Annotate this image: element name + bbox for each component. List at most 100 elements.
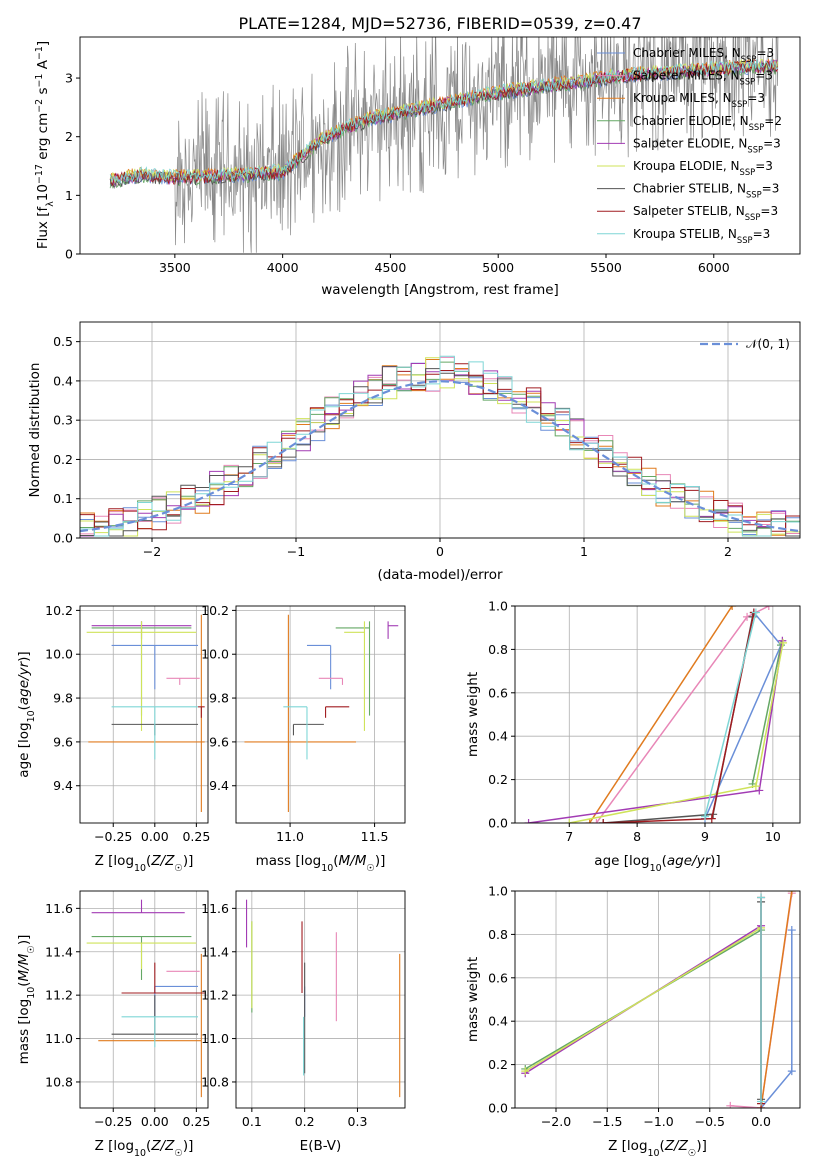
x-tick-label: 4000 <box>267 260 299 275</box>
legend: Chabrier MILES, NSSP=3 Salpeter MILES, NS… <box>597 46 782 245</box>
y-tick-label: 9.4 <box>53 778 73 793</box>
figure-title: PLATE=1284, MJD=52736, FIBERID=0539, z=0… <box>238 14 641 33</box>
y-tick-label: 9.6 <box>53 734 73 749</box>
errorbar-kroupa-miles <box>244 614 356 813</box>
legend-entry: Kroupa ELODIE, NSSP=3 <box>633 159 773 177</box>
panel-age-vs-z: −0.25 0.00 0.25 9.4 9.6 9.8 10.0 10.2 Z [log10(Z… <box>16 603 210 874</box>
y-tick-label: 11.0 <box>45 1031 73 1046</box>
errorbar-chabrier-elodie <box>335 621 371 716</box>
y-tick-label: 10.8 <box>201 1074 229 1089</box>
y-axis-label: mass weight <box>465 672 481 757</box>
y-tick-label: 0.5 <box>53 334 73 349</box>
errorbar-kroupa-stelib <box>111 706 199 760</box>
errorbar-chabrier-miles <box>111 644 199 690</box>
y-tick-label: 0 <box>65 247 73 262</box>
plot-area <box>244 614 399 813</box>
errorbar-chabrier-miles <box>306 644 332 690</box>
x-tick-label: 0.3 <box>348 1114 368 1129</box>
y-tick-label: 9.4 <box>209 778 229 793</box>
weight-marker <box>757 893 766 902</box>
x-tick-label: 8 <box>633 829 641 844</box>
y-tick-label: 10.0 <box>201 647 229 662</box>
weight-marker <box>599 819 608 823</box>
legend-entry: Chabrier MILES, NSSP=3 <box>633 46 774 64</box>
errorbar-kroupa-miles <box>98 953 202 1098</box>
y-tick-label: 10.2 <box>45 603 73 618</box>
y-tick-label: 1.0 <box>488 599 508 614</box>
errorbar-kroupa-stelib <box>283 706 308 760</box>
x-tick-label: −1.0 <box>643 1114 673 1129</box>
y-tick-label: 10.0 <box>45 647 73 662</box>
weight-marker <box>707 814 716 823</box>
errorbar-salpeter-stelib <box>121 962 205 994</box>
errorbar-kroupa-elodie <box>86 942 197 970</box>
weight-marker <box>757 1097 766 1106</box>
errorbar-kroupa-elodie <box>344 621 365 731</box>
y-tick-label: 11.6 <box>45 901 73 916</box>
y-tick-label: 0.2 <box>488 772 508 787</box>
weight-marker <box>751 782 760 791</box>
x-tick-label: 7 <box>565 829 573 844</box>
x-tick-label: 0.25 <box>182 829 210 844</box>
weight-marker <box>755 786 764 795</box>
axes-frame <box>79 890 209 1109</box>
x-axis-label: Z [log10(Z/Z☉)] <box>95 1138 194 1159</box>
y-tick-label: 0.0 <box>53 531 73 546</box>
weight-marker <box>787 926 796 935</box>
y-tick-label: 0.8 <box>488 642 508 657</box>
y-tick-label: 11.2 <box>201 988 229 1003</box>
y-axis-label: mass [log10(M/M☉)] <box>16 935 37 1065</box>
y-tick-label: 9.8 <box>53 691 73 706</box>
x-tick-label: −1 <box>287 544 305 559</box>
panel-weight-vs-age: 7 8 9 10 0.0 0.2 0.4 0.6 0.8 1.0 age [log10(age/yr… <box>465 599 801 874</box>
x-tick-label: 11.5 <box>361 829 389 844</box>
y-tick-label: 10.8 <box>45 1074 73 1089</box>
weight-marker <box>524 819 533 823</box>
y-tick-label: 0.2 <box>488 1057 508 1072</box>
plot-area <box>524 606 788 823</box>
weight-line-salpeter-elodie <box>528 640 784 823</box>
y-tick-label: 0.0 <box>488 816 508 831</box>
y-tick-label: 3 <box>65 71 73 86</box>
legend-entry: Salpeter MILES, NSSP=3 <box>633 69 773 87</box>
axes-frame <box>235 890 406 1109</box>
y-tick-label: 0.8 <box>488 927 508 942</box>
y-tick-label: 1 <box>65 188 73 203</box>
x-tick-label: −0.25 <box>94 1114 132 1129</box>
weight-marker <box>779 638 788 647</box>
x-axis-label: mass [log10(M/M☉)] <box>256 853 386 874</box>
errorbar-chabrier-stelib <box>292 723 324 736</box>
x-tick-label: 0.00 <box>141 1114 169 1129</box>
x-tick-label: 4500 <box>375 260 407 275</box>
x-tick-label: −0.25 <box>94 829 132 844</box>
x-tick-label: −2 <box>143 544 161 559</box>
x-tick-label: 1 <box>580 544 588 559</box>
weight-marker <box>521 1067 530 1076</box>
errorbar-salpeter-stelib <box>198 706 205 718</box>
errorbar-chabrier-miles <box>154 985 199 1017</box>
x-tick-label: 9 <box>701 829 709 844</box>
weight-marker <box>728 606 737 610</box>
weight-marker <box>592 819 601 823</box>
weight-line-kroupa-stelib <box>704 612 757 817</box>
y-tick-label: 0.1 <box>53 491 73 506</box>
panel-age-vs-mass: 11.0 11.5 9.4 9.6 9.8 10.0 10.2 mass [log10(M/M… <box>201 603 406 874</box>
panel-spectrum: 3500 4000 4500 5000 5500 6000 0 1 2 3 wavelength [… <box>34 36 801 298</box>
x-axis-label: wavelength [Angstrom, rest frame] <box>321 282 559 298</box>
x-tick-label: 0.0 <box>751 1114 771 1129</box>
x-axis-label: E(B-V) <box>300 1138 342 1154</box>
errorbar-kroupa-stelib <box>121 1016 199 1048</box>
weight-line-kroupa-elodie <box>569 642 784 823</box>
y-tick-label: 0.4 <box>488 729 508 744</box>
weight-marker <box>787 891 796 895</box>
y-tick-label: 11.6 <box>201 901 229 916</box>
y-tick-label: 9.6 <box>209 734 229 749</box>
errorbar-salpeter-elodie <box>91 899 185 914</box>
x-tick-label: 0 <box>436 544 444 559</box>
x-tick-label: 0.00 <box>141 829 169 844</box>
legend-entry: 𝒩(0, 1) <box>746 337 790 351</box>
y-axis-label: age [log10(age/yr)] <box>16 651 37 777</box>
weight-line-salpeter-miles <box>595 606 770 823</box>
gaussian-curve <box>80 380 800 533</box>
y-tick-label: 0.6 <box>488 685 508 700</box>
